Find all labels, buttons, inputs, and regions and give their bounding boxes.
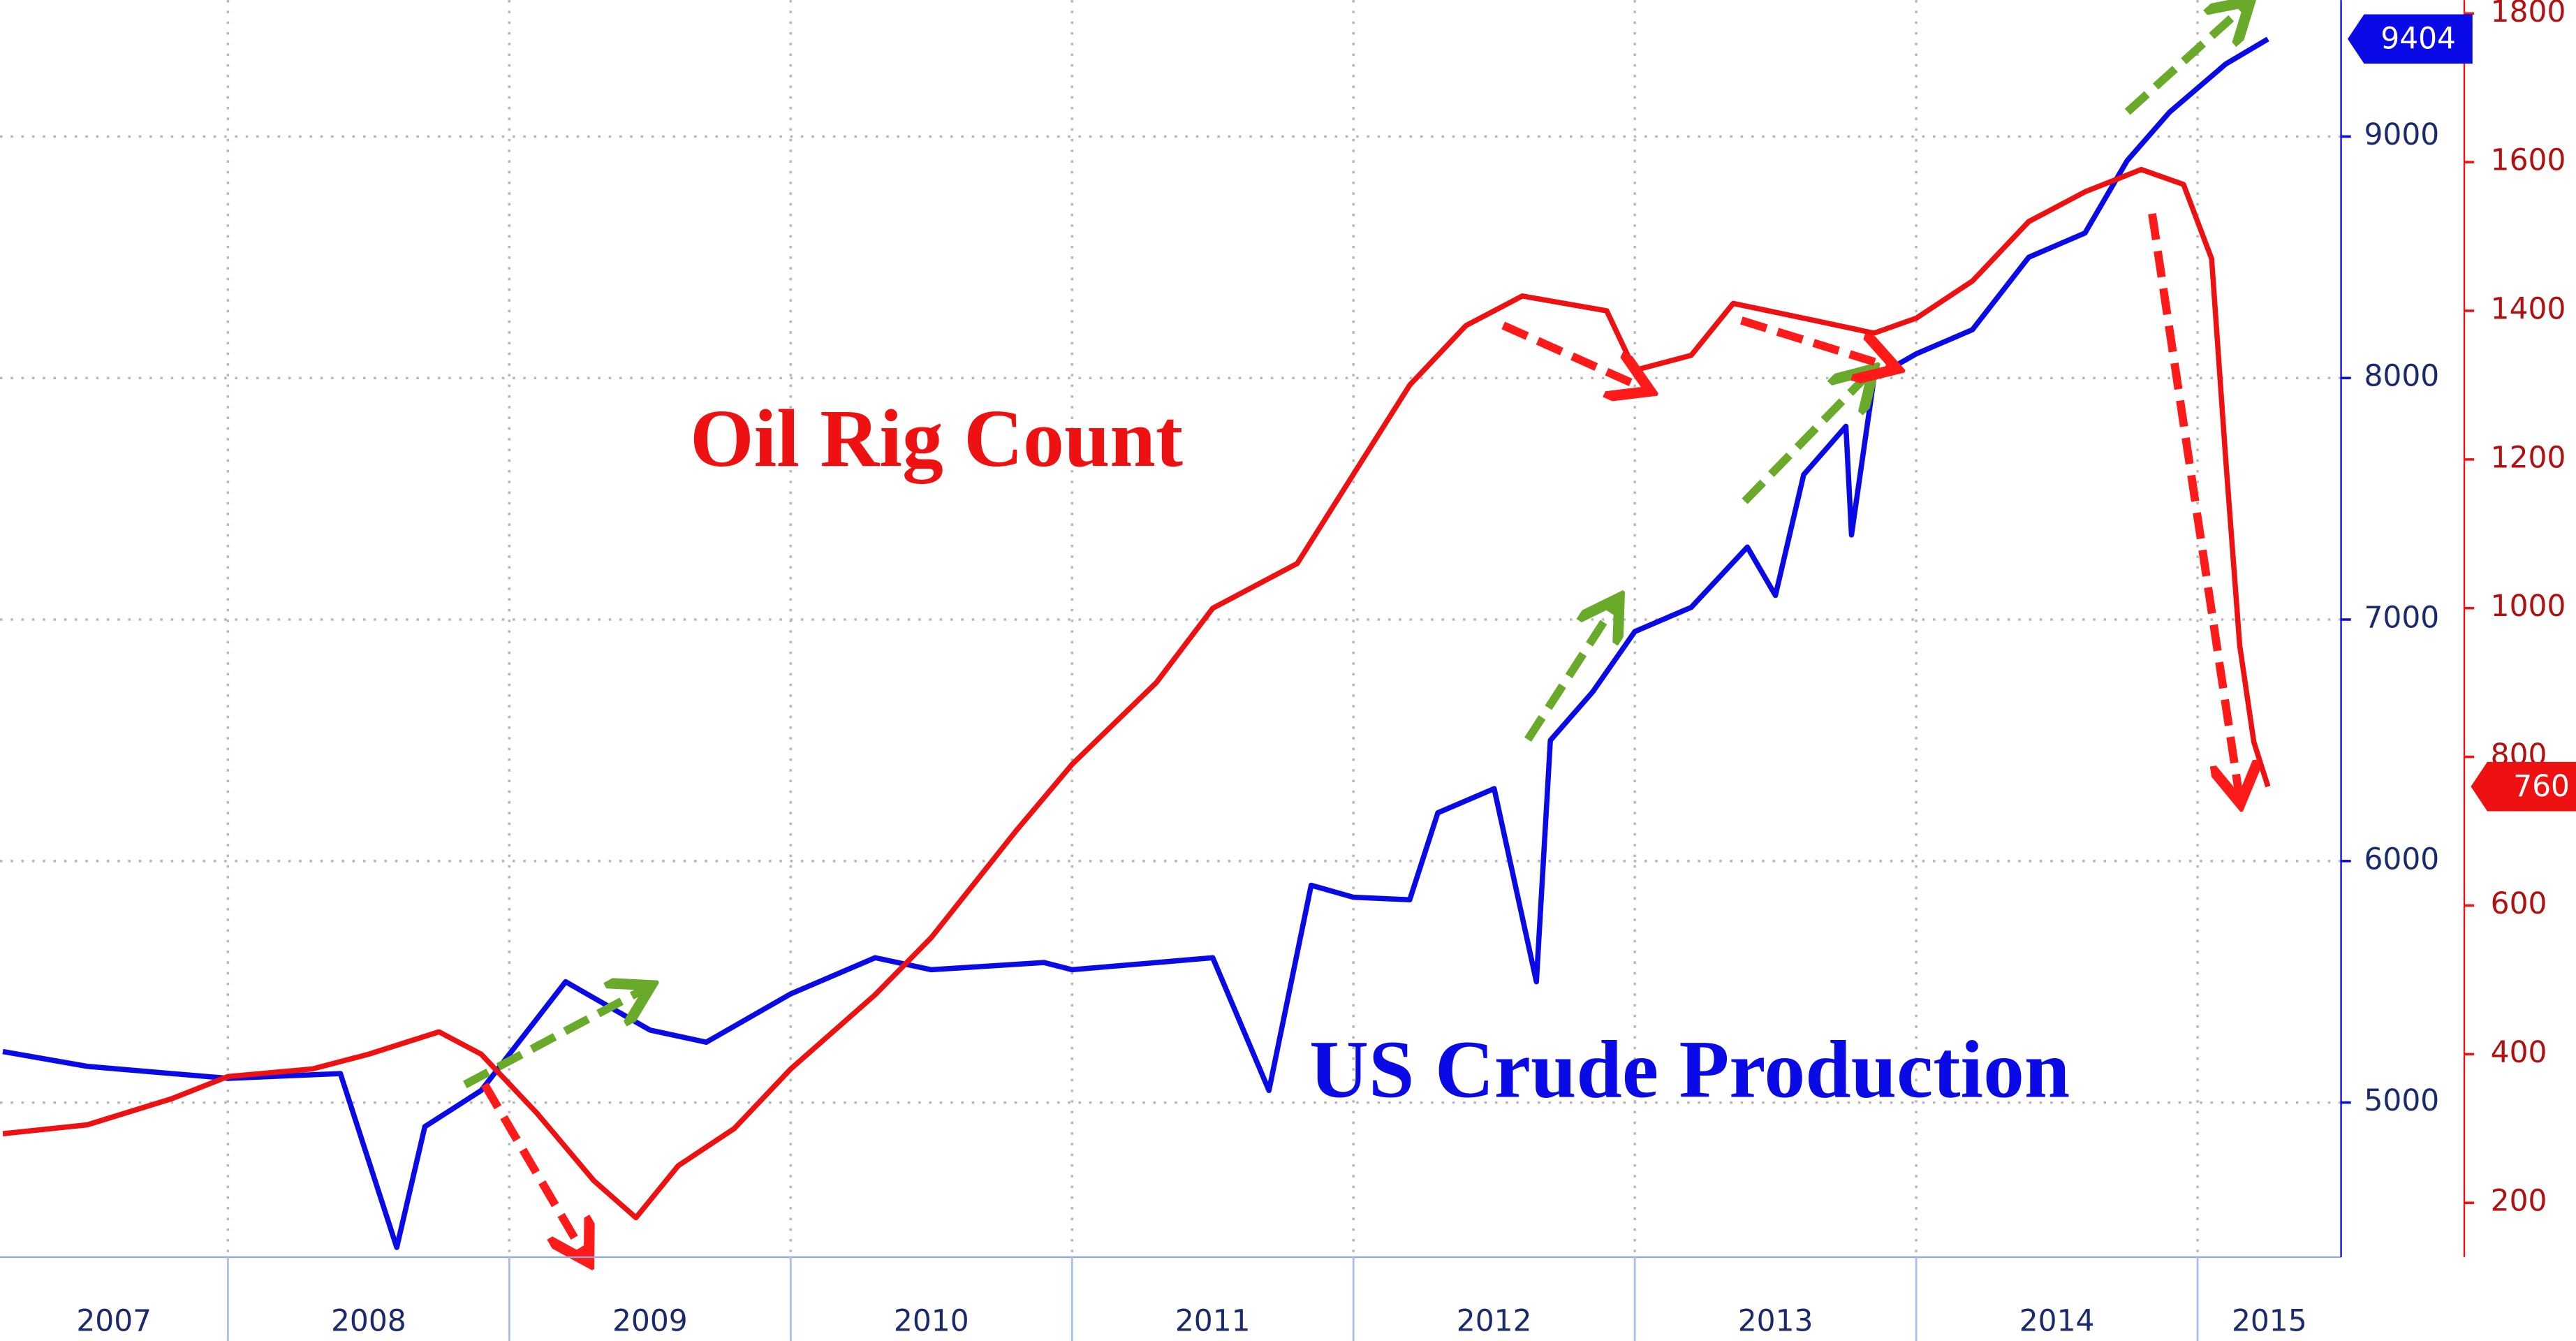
x-tick-label: 2007 [76,1304,152,1338]
arrows [463,7,2244,1256]
y2-tick-label: 600 [2491,886,2547,921]
series-line [2,166,2271,1221]
y2-tick-label: 400 [2491,1035,2547,1069]
green-arrow [1742,375,1868,504]
red-arrow [1740,316,1890,367]
last-value-label: 760 [2513,769,2570,803]
plot [2,36,2271,1250]
x-tick-label: 2010 [894,1304,969,1338]
y2-tick-label: 1000 [2491,589,2566,623]
x-tick-label: 2013 [1738,1304,1813,1338]
red-arrow [480,1082,585,1256]
last-value-label: 9404 [2380,22,2456,56]
x-tick-label: 2008 [331,1304,406,1338]
y2-tick-label: 1800 [2491,0,2566,29]
y2-tick-label: 200 [2491,1184,2547,1218]
red-arrow [1501,321,1643,388]
series-line [2,36,2269,1250]
y-tick-label: 9000 [2364,117,2440,152]
y2-tick-label: 1600 [2491,143,2566,177]
grid [0,0,2341,1257]
annotation: US Crude Production [1309,1024,2070,1115]
x-tick-label: 2011 [1175,1304,1251,1338]
x-tick-label: 2009 [612,1304,688,1338]
last-value-tag [2471,761,2576,812]
last-value-tag [2347,14,2473,64]
y-tick-label: 6000 [2364,842,2440,876]
y-tick-label: 8000 [2364,359,2440,393]
annotation: Oil Rig Count [690,393,1183,484]
red-arrow [2148,213,2239,796]
y2-tick-label: 1200 [2491,440,2566,474]
x-tick-label: 2012 [1457,1304,1532,1338]
y2-tick-label: 1400 [2491,292,2566,326]
x-tick-label: 2015 [2232,1304,2307,1338]
x-tick-label: 2014 [2019,1304,2095,1338]
green-arrow [2124,7,2244,115]
green-arrow [1524,605,1615,742]
y-tick-label: 7000 [2364,601,2440,635]
green-arrow [463,989,644,1089]
y-tick-label: 5000 [2364,1083,2440,1118]
